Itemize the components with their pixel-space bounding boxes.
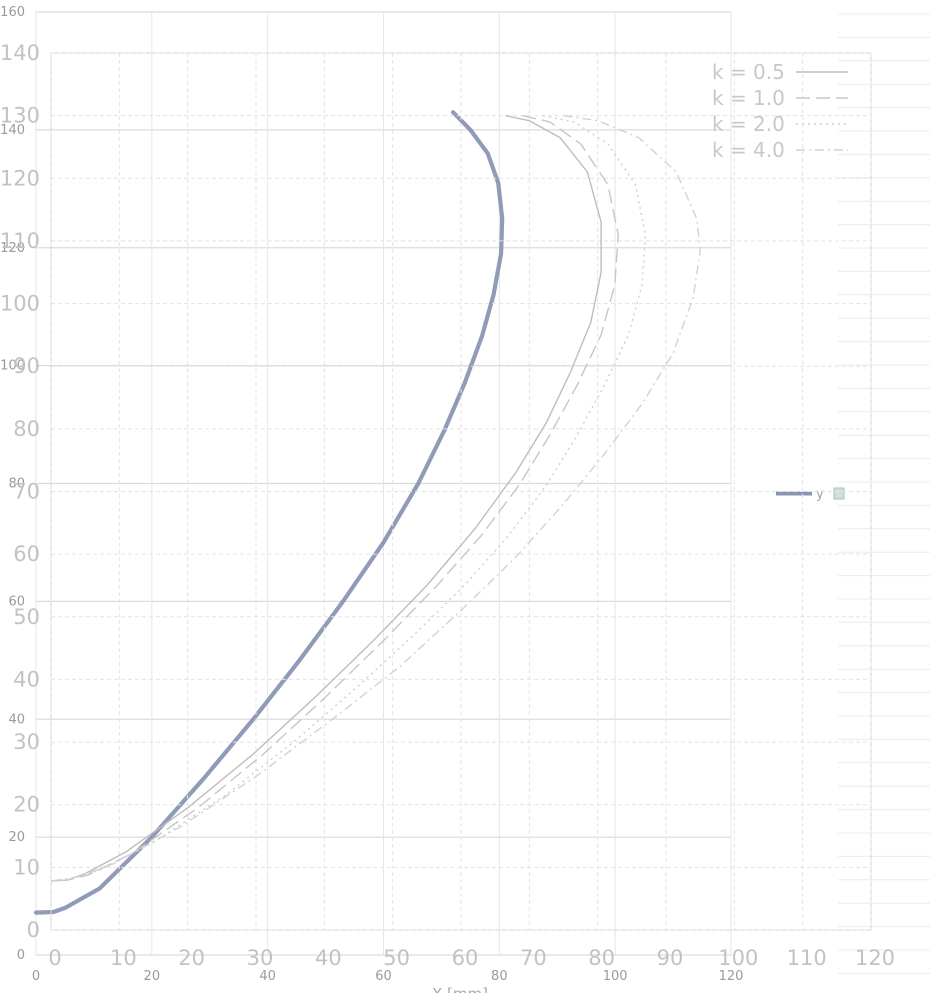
back-x-tick-labels: 0 20 40 60 80 100 120 bbox=[32, 969, 744, 984]
front-y-tick-label-70: 70 bbox=[13, 480, 40, 504]
front-y-tick-label-130: 130 bbox=[0, 104, 40, 128]
front-x-tick-label-0: 0 bbox=[48, 946, 61, 970]
front-y-tick-label-120: 120 bbox=[0, 166, 40, 190]
back-series bbox=[33, 110, 505, 915]
back-y-tick-label-60: 60 bbox=[8, 594, 25, 609]
back-y-tick-label-100: 100 bbox=[0, 359, 25, 374]
front-y-tick-label-40: 40 bbox=[13, 667, 40, 691]
front-x-tick-label-60: 60 bbox=[452, 946, 479, 970]
back-y-tick-label-160: 160 bbox=[0, 5, 25, 20]
front-legend: k = 0.5k = 1.0k = 2.0k = 4.0 bbox=[712, 60, 848, 162]
front-y-tick-label-80: 80 bbox=[13, 417, 40, 441]
front-y-tick-label-10: 10 bbox=[13, 855, 40, 879]
front-x-tick-label-100: 100 bbox=[718, 946, 758, 970]
front-series-line-k-4-0 bbox=[50, 114, 701, 882]
front-series-line-k-1-0 bbox=[50, 114, 619, 882]
front-x-tick-label-120: 120 bbox=[855, 946, 895, 970]
front-y-tick-label-0: 0 bbox=[27, 918, 40, 942]
back-x-axis-label: X [mm] bbox=[432, 985, 488, 993]
front-y-tick-label-140: 140 bbox=[0, 41, 40, 65]
back-y-tick-label-20: 20 bbox=[8, 830, 25, 845]
back-y-tick-label-80: 80 bbox=[8, 477, 25, 492]
back-x-tick-label-100: 100 bbox=[603, 969, 628, 984]
back-x-tick-label-0: 0 bbox=[32, 969, 40, 984]
front-y-tick-label-50: 50 bbox=[13, 605, 40, 629]
front-y-tick-label-110: 110 bbox=[0, 229, 40, 253]
front-gridlines bbox=[50, 52, 872, 931]
front-series-line-k-0-5 bbox=[50, 114, 602, 882]
back-x-tick-label-120: 120 bbox=[719, 969, 744, 984]
front-series bbox=[50, 114, 701, 882]
front-y-tick-label-60: 60 bbox=[13, 542, 40, 566]
back-series-line-y bbox=[33, 110, 505, 915]
front-y-tick-label-30: 30 bbox=[13, 730, 40, 754]
front-y-tick-label-100: 100 bbox=[0, 292, 40, 316]
front-x-tick-label-30: 30 bbox=[247, 946, 274, 970]
back-legend-marker bbox=[833, 487, 845, 500]
back-x-tick-label-60: 60 bbox=[375, 969, 392, 984]
back-x-tick-label-80: 80 bbox=[491, 969, 508, 984]
back-gridlines bbox=[35, 11, 732, 956]
front-y-tick-label-90: 90 bbox=[13, 354, 40, 378]
front-legend-label-k-2-0: k = 2.0 bbox=[712, 112, 785, 136]
front-x-tick-label-50: 50 bbox=[383, 946, 410, 970]
front-legend-label-k-4-0: k = 4.0 bbox=[712, 138, 785, 162]
back-y-tick-label-140: 140 bbox=[0, 123, 25, 138]
back-y-tick-label-120: 120 bbox=[0, 241, 25, 256]
side-rules bbox=[838, 13, 930, 974]
back-y-tick-labels: 0 20 40 60 80 100 120 140 160 bbox=[0, 5, 25, 963]
front-x-tick-label-80: 80 bbox=[588, 946, 615, 970]
front-x-tick-label-110: 110 bbox=[787, 946, 827, 970]
front-legend-label-k-0-5: k = 0.5 bbox=[712, 60, 785, 84]
front-x-tick-label-40: 40 bbox=[315, 946, 342, 970]
back-x-tick-label-20: 20 bbox=[144, 969, 161, 984]
back-legend-label-y: y bbox=[816, 487, 824, 502]
front-x-tick-label-90: 90 bbox=[657, 946, 684, 970]
front-legend-label-k-1-0: k = 1.0 bbox=[712, 86, 785, 110]
back-y-tick-label-40: 40 bbox=[8, 712, 25, 727]
front-x-tick-label-20: 20 bbox=[178, 946, 205, 970]
back-x-tick-label-40: 40 bbox=[259, 969, 276, 984]
back-y-tick-label-0: 0 bbox=[17, 948, 25, 963]
front-x-tick-label-70: 70 bbox=[520, 946, 547, 970]
front-x-tick-label-10: 10 bbox=[110, 946, 137, 970]
front-x-tick-labels: 0 10 20 30 40 50 60 70 80 90 100 110 120 bbox=[48, 946, 895, 970]
front-y-tick-label-20: 20 bbox=[13, 793, 40, 817]
back-legend: y bbox=[776, 487, 845, 502]
